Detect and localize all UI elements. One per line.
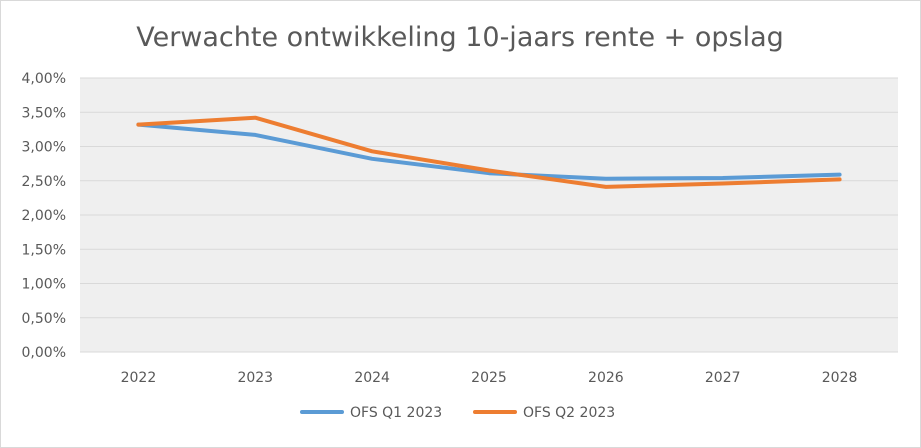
y-tick-label: 2,50%: [22, 174, 66, 190]
y-tick-label: 3,00%: [22, 140, 66, 156]
y-tick-label: 1,50%: [22, 242, 66, 258]
y-axis: 0,00% 0,50% 1,00% 1,50% 2,00% 2,50% 3,00% 3,50%…: [22, 71, 66, 361]
x-tick-label: 2026: [588, 370, 624, 386]
y-tick-label: 0,50%: [22, 311, 66, 327]
y-tick-label: 3,50%: [22, 105, 66, 121]
legend: OFS Q1 2023 OFS Q2 2023: [300, 405, 615, 421]
y-tick-label: 4,00%: [22, 71, 66, 87]
x-tick-label: 2022: [121, 370, 157, 386]
legend-label: OFS Q1 2023: [350, 405, 442, 421]
y-tick-label: 2,00%: [22, 208, 66, 224]
x-tick-label: 2025: [471, 370, 507, 386]
x-tick-label: 2024: [354, 370, 390, 386]
x-tick-label: 2023: [237, 370, 273, 386]
series-lines: [136, 115, 842, 189]
y-tick-label: 0,00%: [22, 345, 66, 361]
chart-title: Verwachte ontwikkeling 10-jaars rente + …: [136, 22, 784, 53]
x-tick-label: 2027: [705, 370, 741, 386]
legend-label: OFS Q2 2023: [523, 405, 615, 421]
y-tick-label: 1,00%: [22, 277, 66, 293]
x-tick-label: 2028: [822, 370, 858, 386]
x-axis: 2022 2023 2024 2025 2026 2027 2028: [80, 351, 898, 386]
